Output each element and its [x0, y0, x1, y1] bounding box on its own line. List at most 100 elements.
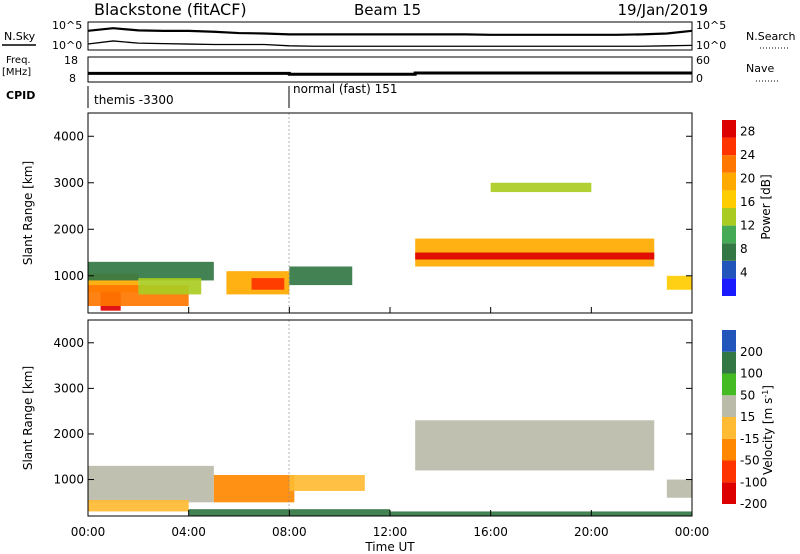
power-colorbar-swatch: [722, 225, 736, 244]
velocity-colorbar-tick: -50: [740, 454, 760, 468]
noise-series-nsearch: [87, 40, 693, 47]
nsky-tick-bottom: 10^0: [52, 39, 82, 52]
velocity-colorbar-swatch: [722, 460, 736, 483]
power-colorbar-tick: 20: [740, 172, 755, 186]
noise-panel: N.Sky 10^5 10^0 10^5 10^0 N.Search: [2, 19, 796, 52]
power-colorbar-swatch: [722, 120, 736, 138]
noise-lines: [87, 27, 693, 47]
nsky-label: N.Sky: [4, 30, 36, 43]
power-region-6: [251, 278, 285, 290]
x-tick-label: 16:00: [473, 525, 508, 539]
power-colorbar-label: Power [dB]: [759, 174, 773, 239]
beam-title: Beam 15: [354, 1, 421, 19]
power-colorbar-tick: 4: [740, 266, 748, 280]
freq-tick-top: 18: [64, 54, 78, 67]
power-data: [88, 182, 692, 311]
cpid-label: CPID: [6, 89, 35, 102]
velocity-colorbar-swatch: [722, 330, 736, 352]
power-region-11: [666, 275, 692, 290]
x-tick-label: 12:00: [373, 525, 408, 539]
velocity-region-0: [88, 465, 214, 503]
velocity-colorbar-swatch: [722, 395, 736, 417]
velocity-colorbar-tick: 200: [740, 345, 763, 359]
power-colorbar-swatch: [722, 190, 736, 208]
velocity-colorbar-swatch: [722, 438, 736, 461]
velocity-ytick-label: 3000: [53, 381, 84, 395]
power-region-4: [138, 278, 202, 295]
power-colorbar-swatch: [722, 243, 736, 261]
velocity-region-2: [213, 474, 295, 503]
velocity-colorbar-swatch: [722, 482, 736, 504]
nave-label: Nave: [746, 62, 774, 75]
power-region-7: [289, 266, 353, 286]
power-colorbar-tick: 8: [740, 242, 748, 256]
power-colorbar-swatch: [722, 260, 736, 279]
freq-series: [88, 71, 692, 76]
nsearch-label: N.Search: [746, 30, 796, 43]
freq-label: Freq.: [6, 55, 31, 66]
freq-unit-label: [MHz]: [2, 67, 31, 78]
velocity-colorbar: 200 100 50 15 -15 -50 -100 -200: [722, 330, 767, 511]
velocity-colorbar-tick: -15: [740, 432, 760, 446]
power-colorbar-swatch: [722, 155, 736, 173]
power-ytick-label: 1000: [53, 269, 84, 283]
nave-tick-bottom: 0: [696, 72, 703, 85]
power-colorbar: 4 8 12 16 20 24 28: [722, 120, 755, 296]
x-tick-label: 20:00: [574, 525, 609, 539]
velocity-colorbar-tick: 100: [740, 367, 763, 381]
power-colorbar-tick: 12: [740, 219, 755, 233]
nsearch-tick-bottom: 10^0: [696, 39, 726, 52]
velocity-ytick-label: 2000: [53, 427, 84, 441]
velocity-data: [88, 420, 692, 516]
power-ytick-label: 2000: [53, 222, 84, 236]
x-tick-label: 08:00: [272, 525, 307, 539]
power-colorbar-swatch: [722, 137, 736, 156]
power-colorbar-tick: 16: [740, 195, 755, 209]
cpid-panel: CPID themis -3300 normal (fast) 151: [6, 82, 397, 108]
velocity-colorbar-swatch: [722, 351, 736, 374]
velocity-colorbar-swatch: [722, 417, 736, 439]
velocity-colorbar-swatch: [722, 373, 736, 396]
velocity-ytick-label: 4000: [53, 336, 84, 350]
velocity-colorbar-label: Velocity [m s-1]: [761, 385, 775, 475]
freq-frame: [87, 56, 693, 83]
nsearch-tick-top: 10^5: [696, 19, 726, 32]
velocity-yticks: 1000 2000 3000 4000: [53, 336, 692, 487]
velocity-colorbar-tick: -100: [740, 475, 767, 489]
x-tick-label: 00:00: [71, 525, 106, 539]
nsky-tick-top: 10^5: [52, 19, 82, 32]
x-tick-label: 04:00: [171, 525, 206, 539]
velocity-region-7: [666, 479, 692, 498]
nave-tick-top: 60: [696, 54, 710, 67]
x-tick-label: 00:00: [675, 525, 710, 539]
date-title: 19/Jan/2019: [618, 1, 709, 19]
power-region-9: [415, 252, 655, 260]
x-axis-label: Time UT: [364, 540, 415, 554]
power-ytick-label: 3000: [53, 176, 84, 190]
velocity-ylabel: Slant Range [km]: [21, 366, 35, 470]
velocity-ytick-label: 1000: [53, 473, 84, 487]
power-colorbar-swatch: [722, 278, 736, 296]
site-title: Blackstone (fitACF): [94, 0, 247, 19]
power-region-3: [88, 261, 214, 281]
velocity-region-3: [289, 474, 365, 491]
power-colorbar-tick: 28: [740, 125, 755, 139]
power-ylabel: Slant Range [km]: [21, 161, 35, 265]
freq-line: [88, 71, 692, 76]
velocity-region-6: [390, 511, 692, 516]
power-panel: 1000 2000 3000 4000 Slant Range [km] 4 8 12 16…: [21, 112, 773, 314]
power-region-10: [490, 182, 592, 193]
noise-series-nsky: [87, 27, 693, 36]
velocity-panel: 1000 2000 3000 4000 Slant Range [km] 200 100…: [21, 307, 775, 554]
velocity-region-4: [415, 420, 655, 471]
cpid-mode-1: themis -3300: [94, 93, 174, 107]
power-ytick-label: 4000: [53, 129, 84, 143]
power-yticks: 1000 2000 3000 4000: [53, 129, 692, 283]
velocity-colorbar-tick: 50: [740, 388, 755, 402]
power-colorbar-swatch: [722, 208, 736, 226]
freq-tick-bottom: 8: [69, 72, 76, 85]
power-colorbar-tick: 24: [740, 148, 755, 162]
velocity-colorbar-tick: -200: [740, 497, 767, 511]
x-axis-ticks: 00:00 04:00 08:00 12:00 16:00 20:00 00:00: [71, 307, 710, 539]
